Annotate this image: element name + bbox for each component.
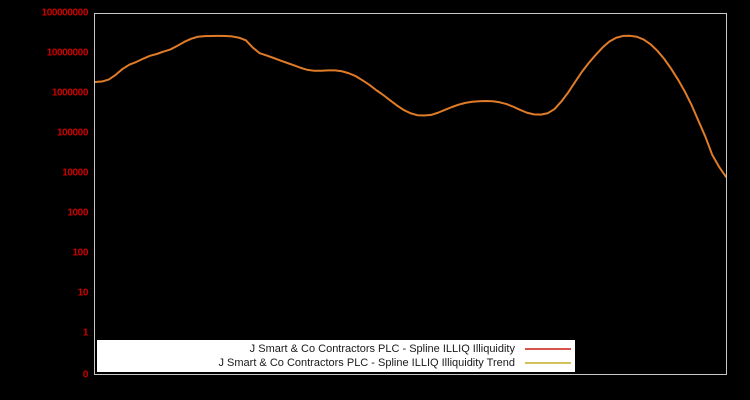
y-tick-label: 0 <box>82 369 89 381</box>
y-tick-label: 1 <box>82 327 89 339</box>
y-tick-label: 10000000 <box>46 47 89 59</box>
y-tick-label: 1000 <box>67 207 88 219</box>
y-tick-label: 10 <box>77 287 89 299</box>
legend-entry: J Smart & Co Contractors PLC - Spline IL… <box>97 356 575 370</box>
y-tick-label: 10000 <box>62 167 88 179</box>
y-tick-label: 100000000 <box>41 7 89 19</box>
y-tick-label: 100 <box>72 247 89 259</box>
plot-area <box>94 13 727 375</box>
y-tick-label: 100000 <box>57 127 88 139</box>
legend-color-swatch <box>525 348 571 350</box>
legend-entry: J Smart & Co Contractors PLC - Spline IL… <box>97 342 575 356</box>
line-series-illiquidity <box>95 34 726 178</box>
legend-color-swatch <box>525 362 571 364</box>
legend-label: J Smart & Co Contractors PLC - Spline IL… <box>249 343 515 355</box>
chart-legend: J Smart & Co Contractors PLC - Spline IL… <box>97 340 575 372</box>
y-tick-label: 1000000 <box>51 87 89 99</box>
y-axis: 100000000 10000000 1000000 100000 10000 … <box>0 0 89 400</box>
legend-label: J Smart & Co Contractors PLC - Spline IL… <box>218 357 515 369</box>
series-canvas <box>95 34 726 178</box>
